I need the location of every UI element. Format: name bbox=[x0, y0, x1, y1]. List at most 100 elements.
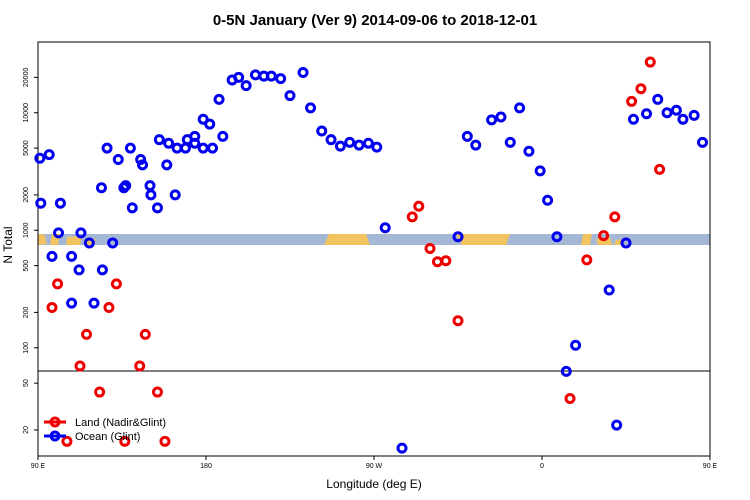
y-tick-label: 5000 bbox=[23, 140, 30, 156]
x-tick-label: 180 bbox=[200, 463, 212, 470]
point-ocean-glint bbox=[371, 141, 383, 153]
y-tick-label: 20 bbox=[23, 426, 30, 434]
point-land-nadir-glint bbox=[94, 386, 106, 398]
point-ocean-glint bbox=[73, 264, 85, 276]
point-land-nadir-glint bbox=[134, 360, 146, 372]
point-ocean-glint bbox=[362, 137, 374, 149]
point-ocean-glint bbox=[169, 189, 181, 201]
y-tick-label: 10000 bbox=[23, 103, 30, 123]
point-ocean-glint bbox=[534, 165, 546, 177]
point-ocean-glint bbox=[661, 107, 673, 119]
point-ocean-glint bbox=[112, 154, 124, 166]
point-ocean-glint bbox=[66, 297, 78, 309]
point-ocean-glint bbox=[83, 237, 95, 249]
point-ocean-glint bbox=[265, 70, 277, 82]
point-ocean-glint bbox=[470, 139, 482, 151]
y-tick-label: 100 bbox=[23, 342, 30, 354]
point-ocean-glint bbox=[34, 152, 46, 164]
point-land-nadir-glint bbox=[46, 302, 58, 314]
point-ocean-glint bbox=[137, 159, 149, 171]
point-ocean-glint bbox=[118, 182, 130, 194]
point-ocean-glint bbox=[353, 139, 365, 151]
point-ocean-glint bbox=[461, 130, 473, 142]
legend-ocean-marker bbox=[49, 430, 61, 442]
x-axis: 90 E 180 90 W 0 90 E bbox=[31, 456, 718, 470]
y-tick-label: 200 bbox=[23, 306, 30, 318]
point-ocean-glint bbox=[161, 159, 173, 171]
point-ocean-glint bbox=[124, 142, 136, 154]
legend-ocean-label: Ocean (Glint) bbox=[75, 431, 140, 443]
point-land-nadir-glint bbox=[440, 255, 452, 267]
point-ocean-glint bbox=[652, 93, 664, 105]
point-land-nadir-glint bbox=[413, 200, 425, 212]
point-ocean-glint bbox=[514, 102, 526, 114]
y-tick-label: 1000 bbox=[23, 222, 30, 238]
point-ocean-glint bbox=[677, 113, 689, 125]
legend-land-label: Land (Nadir&Glint) bbox=[75, 417, 166, 429]
point-ocean-glint bbox=[126, 202, 138, 214]
point-ocean-glint bbox=[611, 419, 623, 431]
point-ocean-glint bbox=[486, 114, 498, 126]
y-axis: 20 50 100 200 500 1000 2000 5000 10000 20000 bbox=[23, 68, 38, 434]
point-ocean-glint bbox=[95, 182, 107, 194]
point-ocean-glint bbox=[54, 197, 66, 209]
point-ocean-glint bbox=[688, 109, 700, 121]
point-ocean-glint bbox=[396, 442, 408, 454]
point-ocean-glint bbox=[697, 136, 709, 148]
point-ocean-glint bbox=[603, 284, 615, 296]
y-axis-label: N Total bbox=[1, 226, 15, 263]
point-ocean-glint bbox=[43, 149, 55, 161]
point-land-nadir-glint bbox=[139, 328, 151, 340]
point-ocean-glint bbox=[35, 197, 47, 209]
point-ocean-glint bbox=[213, 93, 225, 105]
point-ocean-glint bbox=[297, 67, 309, 79]
point-ocean-glint bbox=[542, 194, 554, 206]
point-ocean-glint bbox=[275, 73, 287, 85]
point-land-nadir-glint bbox=[654, 163, 666, 175]
x-axis-label: Longitude (deg E) bbox=[326, 477, 421, 491]
point-ocean-glint bbox=[189, 137, 201, 149]
point-land-nadir-glint bbox=[110, 278, 122, 290]
point-land-nadir-glint bbox=[635, 83, 647, 95]
data-points bbox=[34, 56, 709, 454]
y-tick-label: 20000 bbox=[23, 68, 30, 88]
point-ocean-glint bbox=[325, 134, 337, 146]
point-ocean-glint bbox=[627, 113, 639, 125]
point-ocean-glint bbox=[305, 102, 317, 114]
point-ocean-glint bbox=[344, 136, 356, 148]
point-ocean-glint bbox=[145, 189, 157, 201]
y-tick-label: 50 bbox=[23, 379, 30, 387]
point-ocean-glint bbox=[504, 136, 516, 148]
point-land-nadir-glint bbox=[151, 386, 163, 398]
point-land-nadir-glint bbox=[564, 393, 576, 405]
point-land-nadir-glint bbox=[159, 435, 171, 447]
point-ocean-glint bbox=[75, 227, 87, 239]
point-ocean-glint bbox=[495, 111, 507, 123]
point-ocean-glint bbox=[101, 142, 113, 154]
point-ocean-glint bbox=[197, 142, 209, 154]
x-tick-label: 90 E bbox=[31, 463, 46, 470]
point-ocean-glint bbox=[107, 237, 119, 249]
legend-land-marker bbox=[49, 416, 61, 428]
point-ocean-glint bbox=[620, 237, 632, 249]
point-ocean-glint bbox=[153, 134, 165, 146]
point-ocean-glint bbox=[171, 142, 183, 154]
point-land-nadir-glint bbox=[609, 211, 621, 223]
point-ocean-glint bbox=[217, 130, 229, 142]
point-ocean-glint bbox=[151, 202, 163, 214]
point-ocean-glint bbox=[560, 365, 572, 377]
point-ocean-glint bbox=[249, 69, 261, 81]
point-ocean-glint bbox=[641, 108, 653, 120]
point-ocean-glint bbox=[135, 154, 147, 166]
point-land-nadir-glint bbox=[406, 211, 418, 223]
legend: Land (Nadir&Glint) Ocean (Glint) bbox=[44, 416, 166, 443]
point-land-nadir-glint bbox=[598, 230, 610, 242]
point-ocean-glint bbox=[163, 137, 175, 149]
point-ocean-glint bbox=[316, 125, 328, 137]
point-ocean-glint bbox=[53, 227, 65, 239]
point-ocean-glint bbox=[551, 231, 563, 243]
point-land-nadir-glint bbox=[103, 302, 115, 314]
point-land-nadir-glint bbox=[74, 360, 86, 372]
point-land-nadir-glint bbox=[431, 256, 443, 268]
